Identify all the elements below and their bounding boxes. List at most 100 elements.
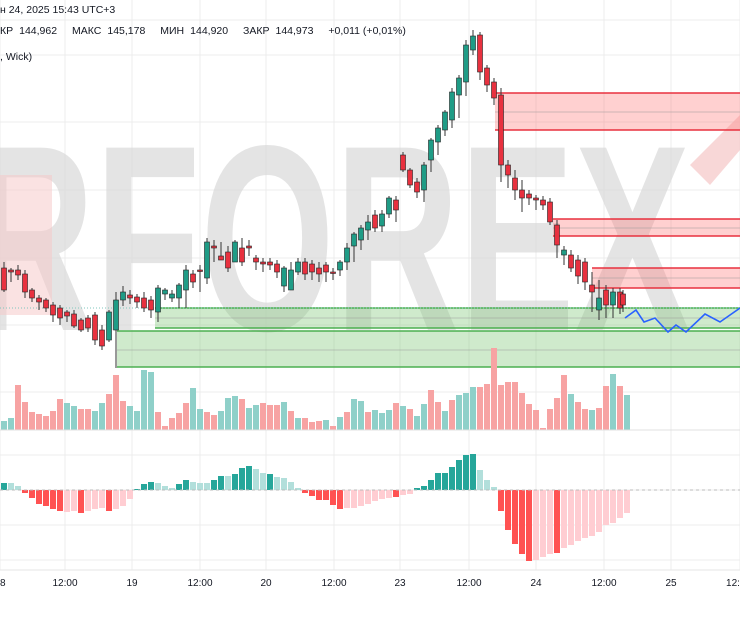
volume-bar [610, 374, 616, 430]
oscillator-bar [218, 476, 224, 490]
candle-up [295, 261, 301, 273]
volume-bar [57, 399, 63, 430]
volume-bar [302, 418, 308, 430]
oscillator-bar [176, 484, 182, 490]
volume-bar [85, 409, 91, 430]
candle-down [540, 199, 546, 206]
candle-up [288, 269, 294, 291]
candle-down [498, 94, 504, 166]
oscillator-bar [421, 486, 427, 490]
volume-bar [463, 393, 469, 430]
projection-path [624, 307, 740, 334]
candle-up [596, 297, 602, 311]
volume-bar [603, 386, 609, 430]
volume-bar [29, 412, 35, 430]
oscillator-bar [533, 490, 539, 560]
volume-bar [113, 375, 119, 430]
candle-down [491, 81, 497, 99]
volume-bar [78, 409, 84, 430]
volume-bar [43, 416, 49, 430]
oscillator-bar [379, 490, 385, 499]
candle-down [99, 329, 105, 347]
volume-bar [99, 403, 105, 430]
candle-up [120, 291, 126, 301]
candle-down [603, 289, 609, 306]
oscillator-bar [120, 490, 126, 506]
volume-bar [358, 401, 364, 430]
candle-down [512, 177, 518, 191]
oscillator-bar [288, 482, 294, 490]
oscillator-bar [106, 490, 112, 511]
candle-up [610, 291, 616, 306]
candle-down [526, 193, 532, 199]
oscillator-bar [505, 490, 511, 530]
volume-bar [134, 411, 140, 430]
oscillator-bar [239, 468, 245, 490]
volume-bar [442, 411, 448, 430]
volume-bar [204, 412, 210, 430]
volume-bar [120, 401, 126, 430]
candle-down [575, 259, 581, 277]
candle-down [71, 313, 77, 327]
volume-bar [617, 386, 623, 430]
oscillator-bar [190, 482, 196, 490]
volume-bar [190, 388, 196, 430]
candle-up [183, 269, 189, 291]
oscillator-bar [470, 454, 476, 490]
time-axis-label: 18 [0, 578, 6, 589]
watermark-accent [0, 175, 52, 315]
candle-down [134, 296, 140, 303]
candle-down [148, 299, 154, 311]
candle-down [589, 284, 595, 293]
candle-down [197, 269, 203, 272]
candle-up [337, 261, 343, 271]
oscillator-bar [575, 490, 581, 541]
candle-down [316, 267, 322, 275]
oscillator-bar [211, 480, 217, 490]
oscillator-bar [400, 490, 406, 495]
oscillator-bar [323, 490, 329, 500]
volume-bar [106, 394, 112, 430]
volume-bar [386, 410, 392, 430]
oscillator-bar [155, 483, 161, 490]
oscillator-histogram [1, 454, 630, 561]
oscillator-bar [463, 455, 469, 490]
candle-down [505, 164, 511, 176]
time-axis-label: 12:00 [456, 578, 482, 589]
candle-up [421, 164, 427, 191]
oscillator-bar [22, 490, 28, 493]
candle-down [484, 67, 490, 86]
candle-down [85, 317, 91, 329]
candle-down [533, 197, 539, 201]
candle-down [1, 267, 7, 291]
indicator-legend[interactable]: , Wick) [0, 51, 33, 63]
volume-bar [288, 411, 294, 430]
volume-bar [15, 385, 21, 430]
oscillator-bar [162, 486, 168, 490]
candle-down [225, 251, 231, 269]
oscillator-bar [134, 489, 140, 490]
candle-down [554, 224, 560, 246]
oscillator-bar [295, 488, 301, 490]
watermark-logo: RFOREX [0, 91, 740, 387]
time-axis-label: 20 [260, 578, 272, 589]
volume-bar [218, 411, 224, 430]
oscillator-bar [351, 490, 357, 508]
volume-bar [498, 385, 504, 430]
candle-down [127, 294, 133, 299]
oscillator-bar [365, 490, 371, 504]
candle-up [449, 91, 455, 121]
oscillator-bar [617, 490, 623, 518]
volume-bar [393, 403, 399, 430]
bar-date-time: н 24, 2025 15:43 UTC+3 [0, 4, 116, 16]
time-axis-label: 12:00 [187, 578, 213, 589]
candle-down [64, 311, 70, 317]
volume-bar [589, 410, 595, 430]
time-axis-label: 24 [530, 578, 542, 589]
volume-bar [512, 382, 518, 430]
time-axis-label: 12: [726, 578, 740, 589]
volume-bar [554, 398, 560, 430]
demand-zone-fill [117, 331, 740, 367]
